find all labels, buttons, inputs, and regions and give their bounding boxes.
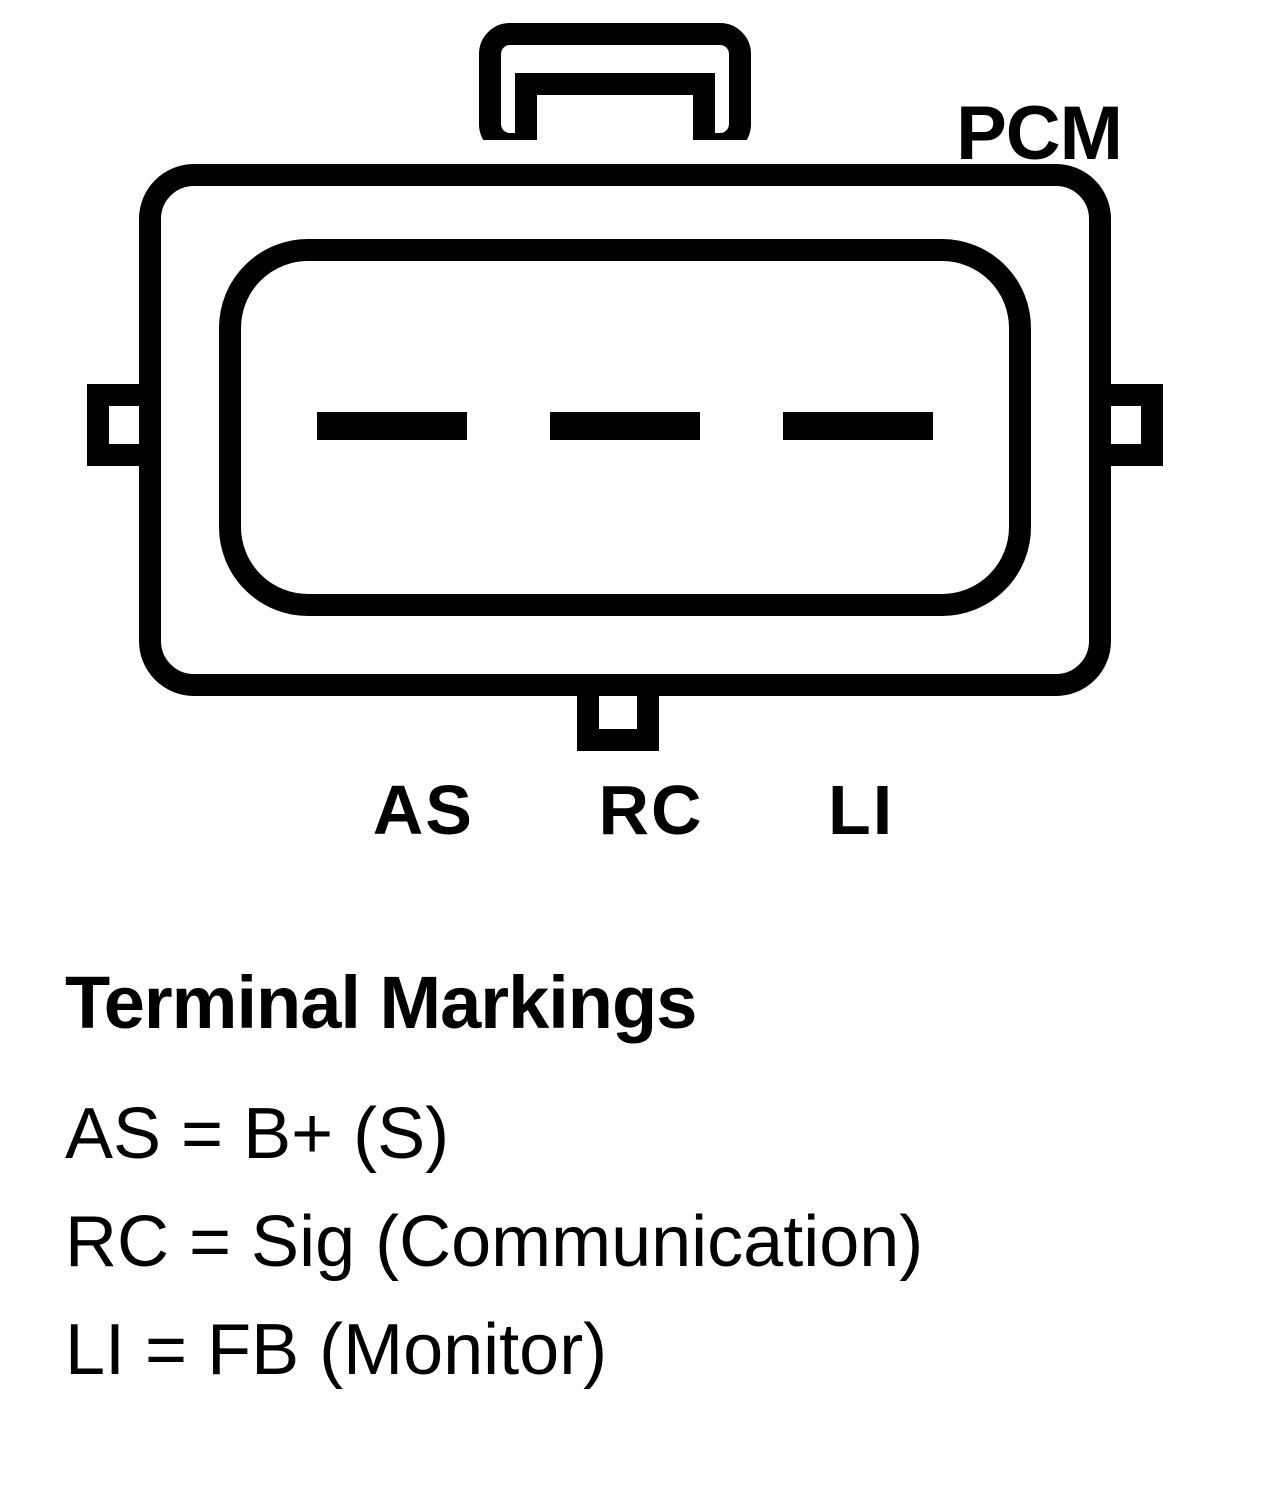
pin-label-as: AS bbox=[373, 770, 474, 850]
connector-diagram bbox=[50, 0, 1200, 820]
pin-labels-row: AS RC LI bbox=[0, 770, 1267, 850]
pin-label-li: LI bbox=[828, 770, 894, 850]
legend-line-as: AS = B+ (S) bbox=[65, 1080, 923, 1188]
legend-line-rc: RC = Sig (Communication) bbox=[65, 1188, 923, 1296]
pin-label-rc: RC bbox=[598, 770, 703, 850]
legend-title: Terminal Markings bbox=[65, 960, 923, 1045]
legend-block: Terminal Markings AS = B+ (S) RC = Sig (… bbox=[65, 960, 923, 1404]
legend-line-li: LI = FB (Monitor) bbox=[65, 1296, 923, 1404]
